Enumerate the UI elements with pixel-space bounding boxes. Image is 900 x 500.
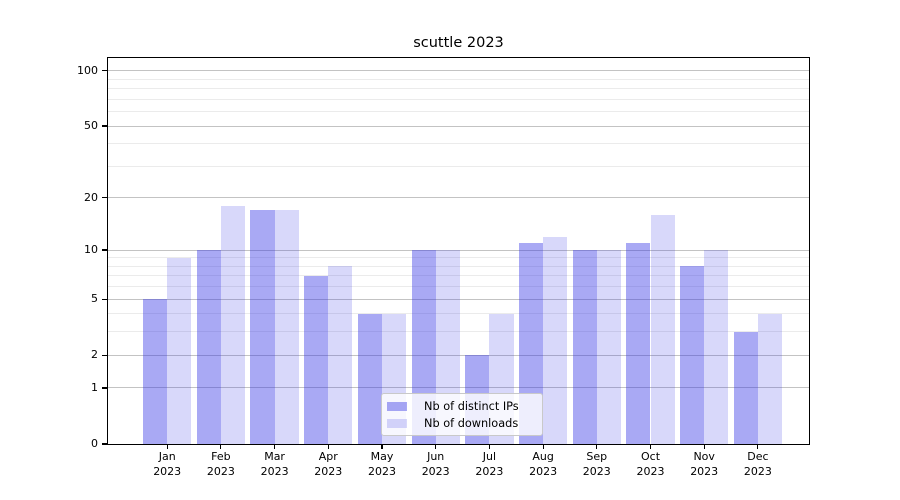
legend-item-downloads: Nb of downloads [387, 415, 536, 431]
y-tick-label-50: 50 [84, 119, 98, 133]
bar-ips-may [357, 313, 382, 444]
chart-title: scuttle 2023 [413, 35, 504, 51]
gridline-minor-8 [108, 265, 809, 267]
y-tick-5 [102, 298, 107, 300]
gridline-minor-40 [108, 143, 809, 145]
gridline-minor-80 [108, 88, 809, 90]
legend-item-distinct-ips: Nb of distinct IPs [387, 398, 536, 414]
bar-downloads-nov [704, 250, 729, 444]
gridline-minor-9 [108, 257, 809, 259]
x-tick-label-jun: Jun 2023 [421, 450, 450, 478]
bar-downloads-mar [274, 210, 299, 444]
x-tick-may [381, 445, 383, 449]
x-tick-label-apr: Apr 2023 [314, 450, 343, 478]
bar-ips-apr [304, 275, 329, 444]
x-tick-sep [596, 445, 598, 449]
y-tick-100 [102, 70, 107, 72]
bar-ips-sep [572, 250, 597, 444]
y-tick-1 [102, 387, 107, 389]
x-tick-label-may: May 2023 [368, 450, 396, 478]
x-tick-nov [703, 445, 705, 449]
x-tick-label-oct: Oct 2023 [636, 450, 665, 478]
y-tick-0 [102, 443, 107, 445]
legend-swatch-distinct-ips-icon [387, 401, 407, 411]
x-tick-apr [327, 445, 329, 449]
gridline-minor-70 [108, 98, 809, 100]
gridline-minor-30 [108, 165, 809, 167]
gridline-minor-7 [108, 275, 809, 277]
bar-ips-dec [733, 331, 758, 444]
gridline-major-100 [108, 70, 809, 72]
y-tick-label-2: 2 [91, 348, 98, 362]
gridline-major-10 [108, 249, 809, 251]
y-tick-10 [102, 249, 107, 251]
bar-downloads-sep [596, 250, 621, 444]
x-tick-label-dec: Dec 2023 [743, 450, 772, 478]
x-tick-label-nov: Nov 2023 [690, 450, 719, 478]
gridline-major-20 [108, 197, 809, 199]
bar-downloads-dec [757, 313, 783, 444]
y-tick-label-20: 20 [84, 190, 98, 204]
bar-downloads-oct [650, 214, 675, 444]
bar-ips-nov [680, 266, 705, 444]
legend-label-downloads: Nb of downloads [424, 416, 519, 430]
x-tick-jun [435, 445, 437, 449]
x-tick-mar [274, 445, 276, 449]
gridline-major-5 [108, 298, 809, 300]
gridline-minor-90 [108, 78, 809, 80]
legend-label-distinct-ips: Nb of distinct IPs [424, 399, 519, 413]
y-tick-20 [102, 197, 107, 199]
bar-ips-jan [143, 299, 168, 444]
y-tick-label-5: 5 [91, 292, 98, 306]
x-tick-aug [542, 445, 544, 449]
bar-ips-feb [196, 250, 221, 444]
legend: Nb of distinct IPs Nb of downloads [381, 393, 543, 436]
x-tick-label-feb: Feb 2023 [206, 450, 235, 478]
y-tick-label-0: 0 [91, 437, 98, 450]
x-tick-jan [166, 445, 168, 449]
y-tick-label-100: 100 [77, 63, 98, 77]
y-tick-50 [102, 125, 107, 127]
x-tick-jul [488, 445, 490, 449]
gridline-major-2 [108, 354, 809, 356]
x-tick-dec [757, 445, 759, 449]
bar-downloads-jan [167, 257, 192, 444]
x-tick-label-jan: Jan 2023 [153, 450, 182, 478]
gridline-major-1 [108, 387, 809, 389]
gridline-minor-6 [108, 286, 809, 288]
y-tick-label-1: 1 [91, 380, 98, 394]
bar-ips-mar [250, 210, 275, 444]
y-tick-label-10: 10 [84, 243, 98, 257]
bar-downloads-aug [543, 236, 568, 444]
x-tick-label-jul: Jul 2023 [475, 450, 504, 478]
gridline-minor-4 [108, 313, 809, 315]
x-tick-oct [649, 445, 652, 449]
legend-swatch-downloads-icon [387, 418, 407, 428]
bar-ips-oct [626, 243, 651, 444]
gridline-major-50 [108, 125, 809, 127]
bar-downloads-feb [220, 205, 246, 444]
x-tick-label-aug: Aug 2023 [529, 450, 558, 478]
x-tick-label-sep: Sep 2023 [582, 450, 611, 478]
x-tick-feb [220, 445, 222, 449]
gridline-minor-60 [108, 111, 809, 113]
bar-downloads-apr [328, 266, 353, 444]
x-tick-label-mar: Mar 2023 [260, 450, 289, 478]
gridline-minor-3 [108, 331, 809, 333]
y-tick-2 [102, 354, 107, 356]
